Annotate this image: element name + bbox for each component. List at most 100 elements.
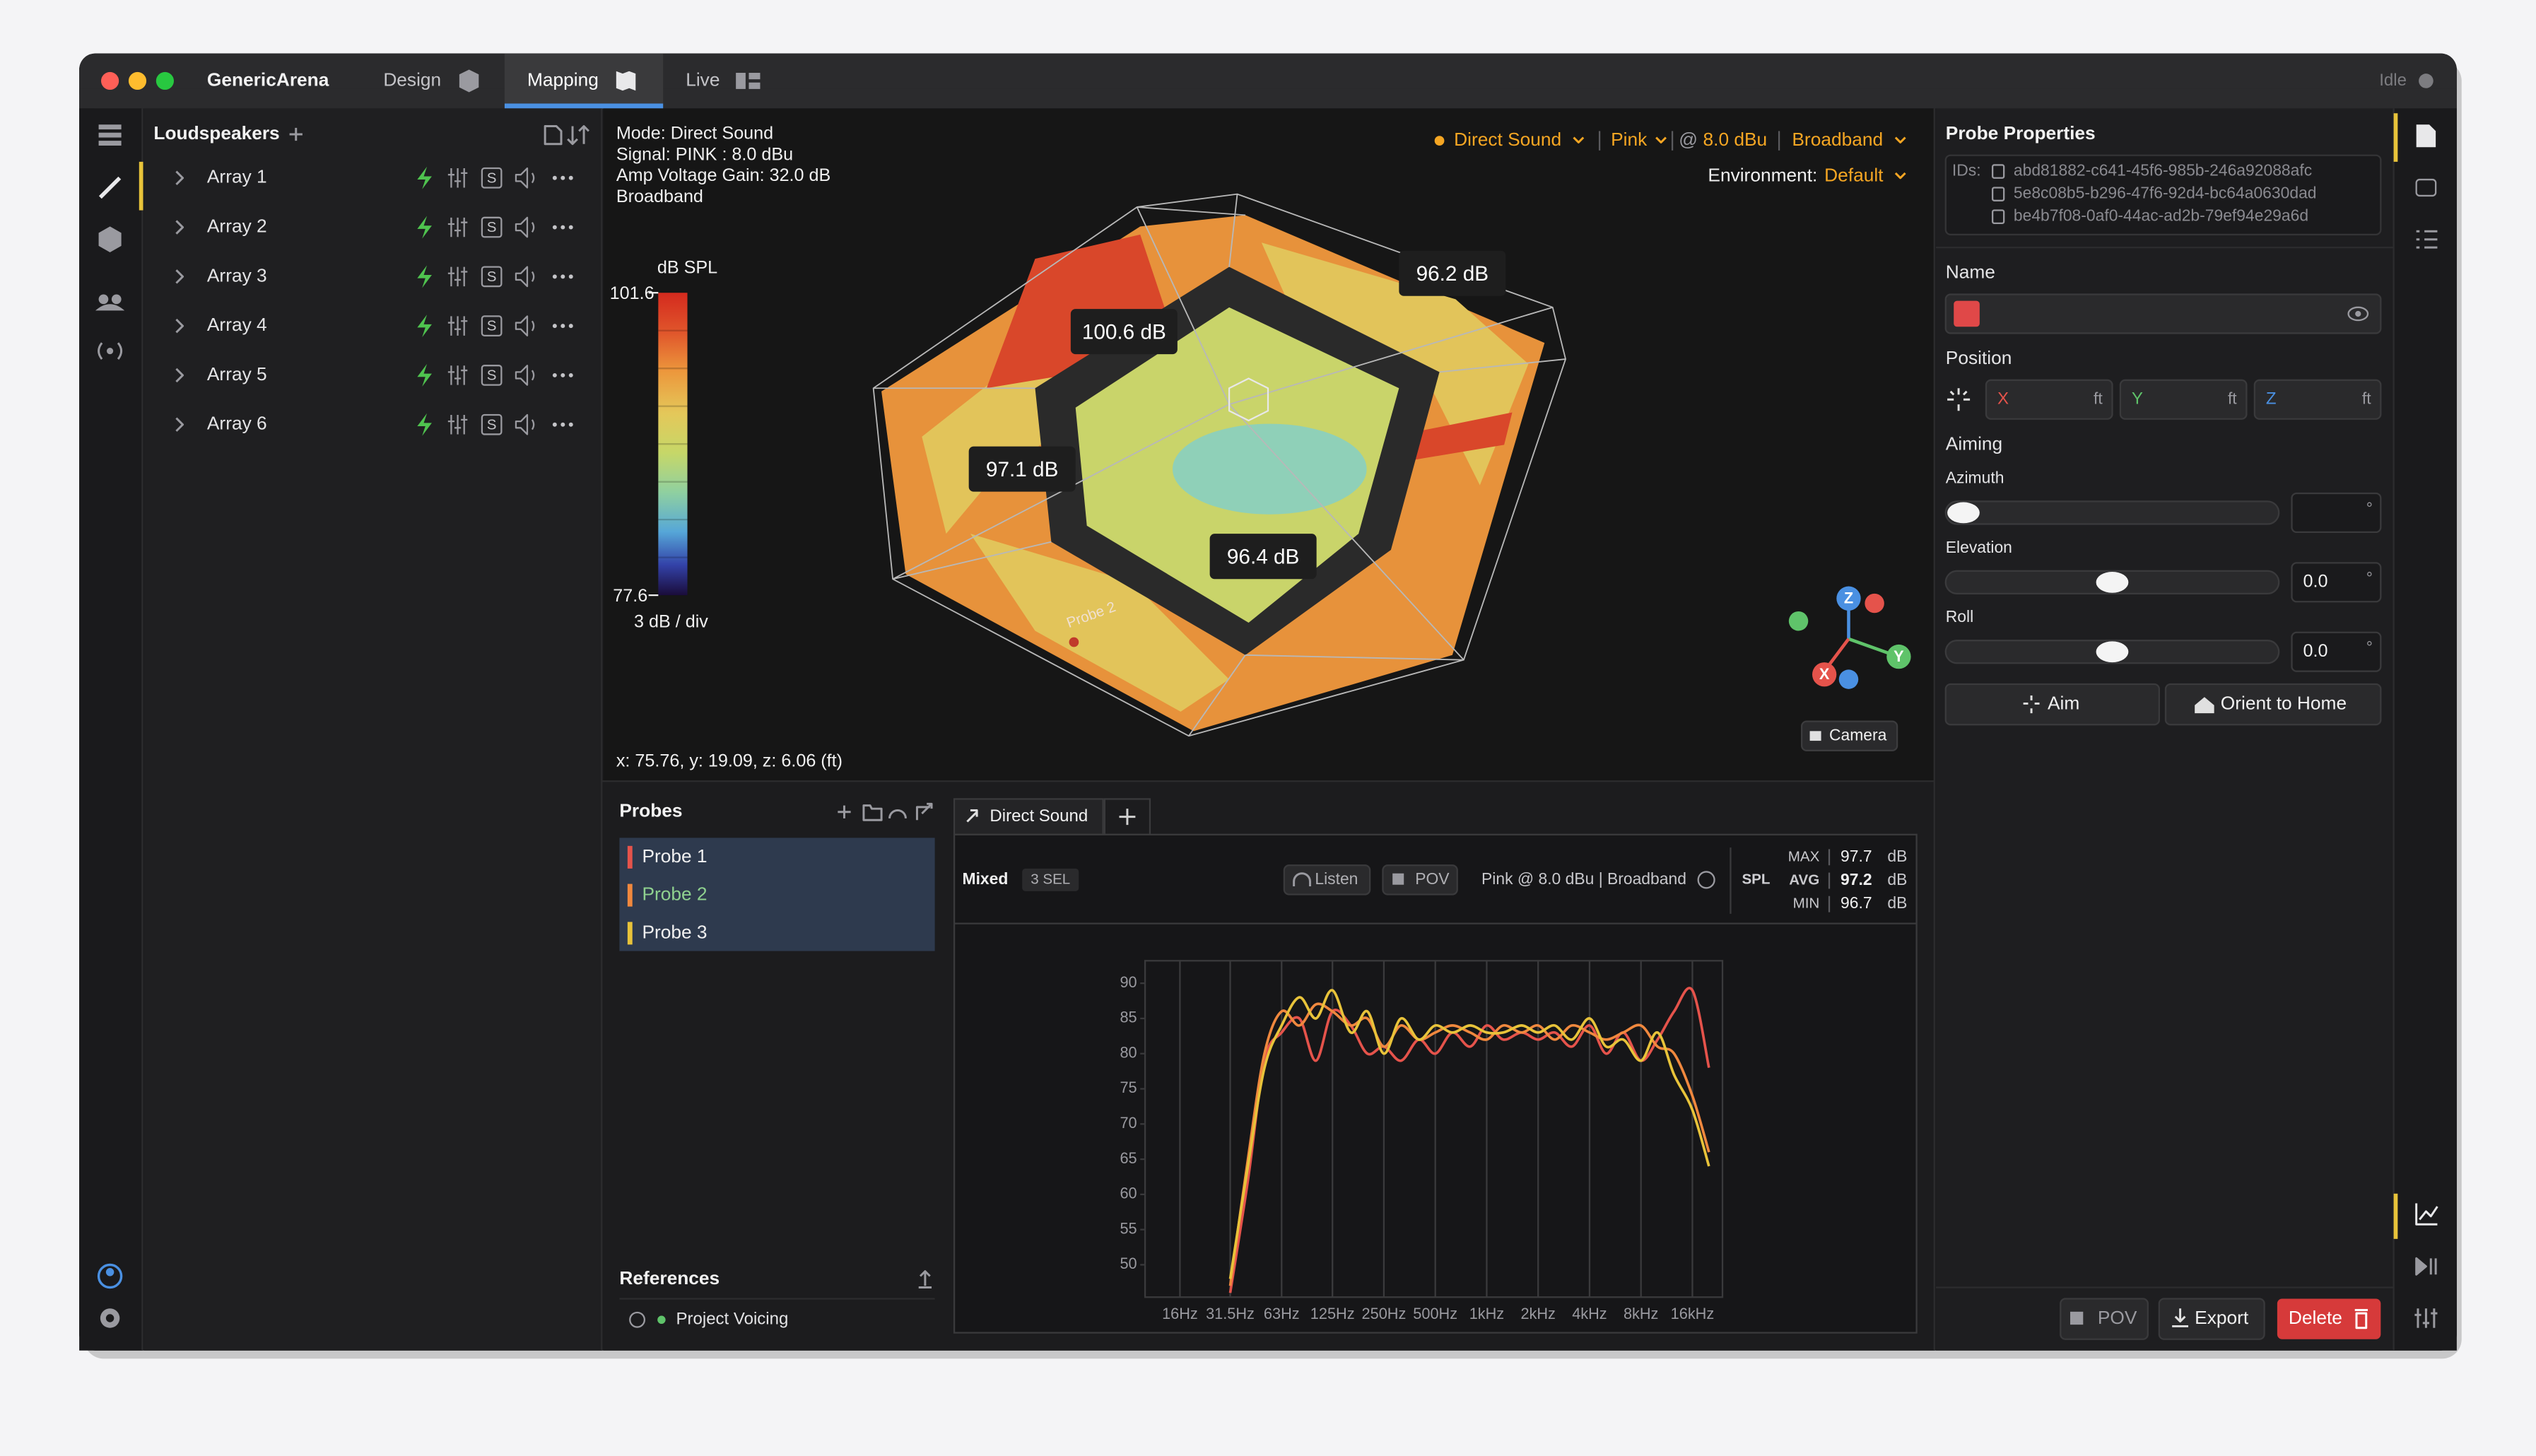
mute-icon [515,167,535,189]
eq-icon [447,365,468,385]
array-name[interactable]: Array 3 [207,264,267,286]
field-label: Elevation [1946,538,2012,556]
aim-button[interactable] [1944,683,2160,726]
delete-button[interactable] [2277,1298,2381,1339]
environment-value[interactable]: Default [1824,164,1884,185]
viewport-control[interactable]: Broadband [1792,129,1883,150]
pov-button[interactable] [2060,1298,2149,1340]
mode-label: Mixed [963,869,1009,888]
viewport-control[interactable]: Direct Sound [1454,129,1561,150]
slider-knob[interactable] [1947,502,1980,524]
callout: 96.2 dB [1416,262,1489,286]
pov-button[interactable] [1382,864,1458,896]
floor-center [1172,423,1367,515]
y-tick-label: 50 [1120,1255,1137,1272]
tab[interactable]: Live [686,69,720,90]
aim-icon [2023,695,2040,714]
position-input[interactable] [2253,379,2382,420]
stat-label: AVG [1789,871,1819,888]
probe-id[interactable]: be4b7f08-0af0-44ac-ad2b-79ef94e29a6d [2014,206,2308,225]
layers-icon [98,141,122,146]
slider-knob[interactable] [2096,571,2129,593]
viewport-control[interactable]: Pink [1611,129,1648,150]
slider-knob[interactable] [2096,641,2129,663]
status-dot [2419,74,2434,88]
array-name[interactable]: Array 6 [207,413,267,434]
axis-label: X [1997,389,2009,409]
x-tick-label: 1kHz [1469,1305,1504,1322]
angle-input[interactable] [2291,492,2382,534]
result-tab[interactable] [953,798,1104,835]
solo-label[interactable]: S [487,416,497,433]
mute-icon [515,413,535,435]
solo-label[interactable]: S [487,219,497,235]
more-icon [552,175,557,180]
angle-input[interactable] [2291,562,2382,603]
copy-icon [1991,187,2005,201]
meter-icon [888,809,907,819]
tab[interactable]: Mapping [527,69,599,90]
solo-label[interactable]: S [487,170,497,186]
camera-button[interactable] [1800,720,1898,751]
slider-track[interactable] [1944,500,2280,525]
array-name[interactable]: Array 1 [207,166,267,187]
array-name[interactable]: Array 2 [207,216,267,237]
x-tick-label: 125Hz [1310,1305,1355,1322]
solo-label[interactable]: S [487,269,497,285]
listen-label[interactable]: Listen [1315,869,1358,888]
result-tab-label[interactable]: Direct Sound [990,806,1088,826]
live-icon [736,73,746,89]
solo-label[interactable]: S [487,318,497,334]
panel-title: Probes [619,800,682,821]
stat-unit: dB [1887,893,1907,912]
sort-icon [567,125,589,146]
probe-color [627,883,633,907]
probe-id[interactable]: 5e8c08b5-b296-47f6-92d4-bc64a0630dad [2014,184,2317,202]
button-label[interactable]: Export [2195,1307,2249,1328]
angle-input[interactable] [2291,631,2382,672]
axis-label: X [1819,665,1830,683]
more-icon [568,422,573,427]
button-label[interactable]: Orient to Home [2221,693,2347,714]
viewport-control[interactable]: 8.0 dBu [1703,129,1768,150]
field-label: Position [1946,347,2012,368]
probe-id[interactable]: abd81882-c641-45f6-985b-246a92088afc [2014,161,2312,180]
solo-label[interactable]: S [487,368,497,384]
array-name[interactable]: Array 5 [207,363,267,384]
unit-label: ° [2366,568,2373,587]
active-indicator [139,161,143,211]
button-label[interactable]: Aim [2048,693,2079,714]
position-input[interactable] [1985,379,2113,420]
export-button[interactable] [2158,1298,2265,1340]
more-icon [568,324,573,329]
more-icon [560,422,565,427]
more-icon [560,274,565,279]
environment-label: Environment: [1708,164,1817,185]
position-input[interactable] [2119,379,2248,420]
scale-division: 3 dB / div [634,612,708,632]
solo-box [481,216,503,238]
button-label[interactable]: POV [2098,1307,2137,1328]
eq-icon [447,316,468,336]
orient-home-button[interactable] [2164,683,2382,726]
probe-item[interactable]: Probe 2 [642,883,707,905]
probe-item[interactable]: Probe 1 [642,845,707,867]
stat-value: 97.2 [1841,870,1872,888]
settings-icon [105,1314,115,1322]
solo-box [481,315,503,337]
probe-item[interactable]: Probe 3 [642,921,707,942]
pov-label[interactable]: POV [1415,869,1450,888]
reference-item[interactable]: Project Voicing [676,1310,788,1329]
listen-button[interactable] [1283,864,1371,896]
mute-icon [515,365,535,386]
probe-color-swatch[interactable] [1954,300,1980,327]
tab[interactable]: Design [383,69,441,90]
y-tick-label: 65 [1120,1149,1137,1167]
mapping-icon [616,71,636,91]
camera-label[interactable]: Camera [1829,725,1887,744]
name-input[interactable] [1944,293,2382,334]
list-icon [2416,230,2438,249]
array-name[interactable]: Array 4 [207,314,267,335]
button-label[interactable]: Delete [2289,1307,2342,1328]
signal-label: Pink @ 8.0 dBu | Broadband [1481,869,1686,888]
